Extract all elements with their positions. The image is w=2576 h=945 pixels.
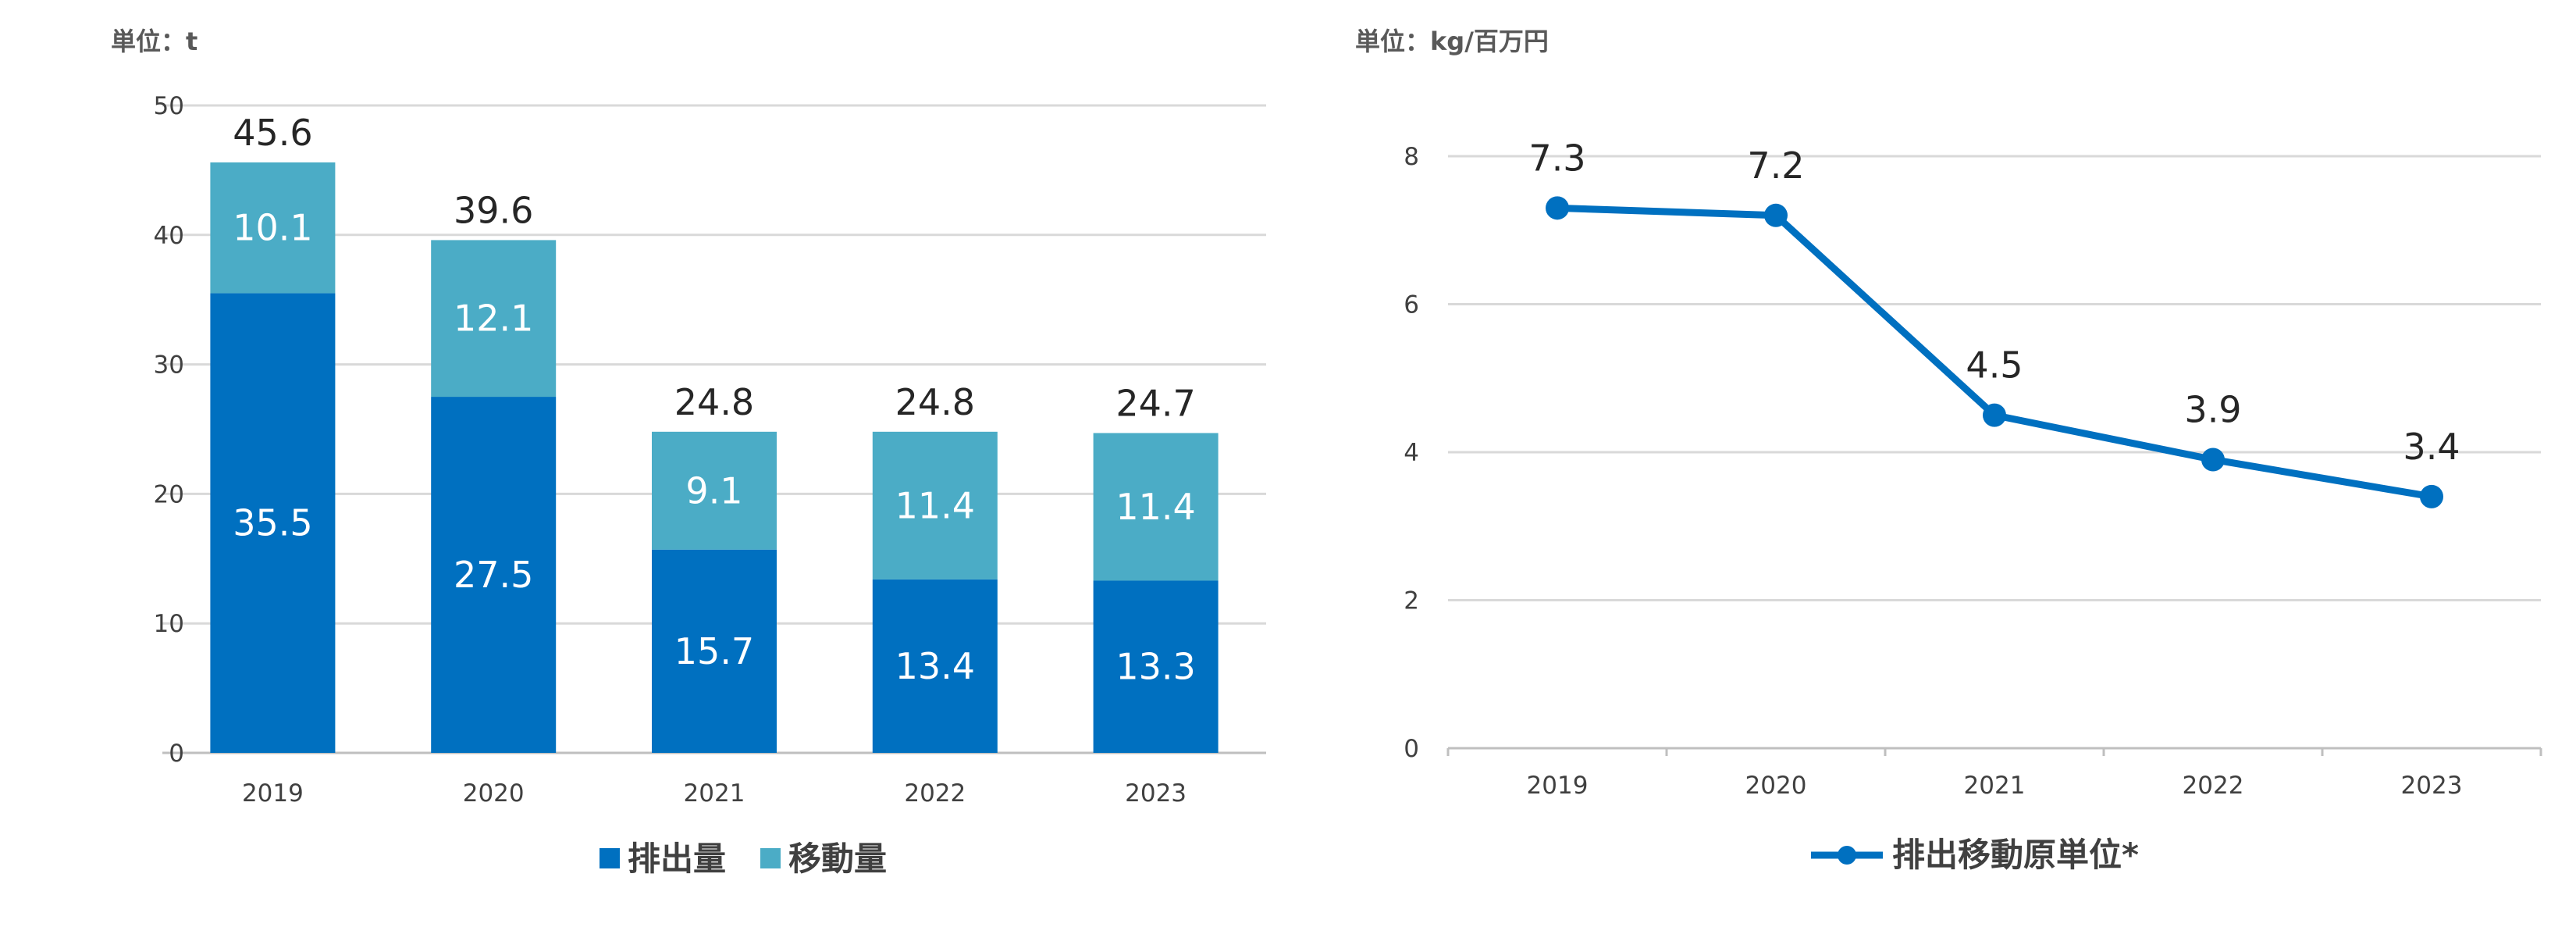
- bar-segment-emission: [652, 549, 777, 753]
- bar-chart-x-axis: 2019 2020 2021 2022 2023: [242, 779, 1187, 808]
- bar-y-tick-label: 50: [154, 92, 184, 120]
- line-data-label: 7.2: [1747, 144, 1804, 187]
- bar-x-tick-label: 2022: [904, 779, 966, 808]
- bar-y-tick-label: 40: [154, 222, 184, 250]
- line-data-label: 3.9: [2184, 388, 2241, 430]
- bar-segment-value-label: 15.7: [674, 630, 754, 672]
- legend-dot-marker: [1838, 846, 1856, 865]
- bar-chart-unit-label: 単位：t: [111, 27, 197, 56]
- bar-segment-value-label: 10.1: [233, 207, 312, 249]
- bar-segment-emission: [872, 579, 998, 753]
- bar-segment-transfer: [1093, 433, 1219, 581]
- line-y-tick-label: 8: [1404, 143, 1419, 171]
- bar-x-tick-label: 2021: [684, 779, 745, 808]
- line-data-label: 3.4: [2403, 426, 2460, 468]
- legend-swatch-emission: [600, 848, 620, 868]
- bar-segment-value-label: 13.4: [895, 645, 975, 687]
- bar-segment-value-label: 11.4: [1115, 486, 1195, 528]
- legend-label-intensity: 排出移動原単位*: [1892, 836, 2139, 874]
- line-chart-x-axis: 2019 2020 2021 2022 2023: [1446, 748, 2542, 800]
- line-chart-y-axis: 0 2 4 6 8: [1404, 143, 1419, 763]
- line-y-tick-label: 6: [1404, 291, 1419, 319]
- line-data-point: [1764, 203, 1788, 227]
- bar-segment-value-label: 9.1: [685, 469, 742, 512]
- bar-segment-transfer: [872, 431, 998, 579]
- line-chart: 単位：kg/百万円 0 2 4 6 8 7.3 7.2 4.5 3.9 3.4 2019 2020…: [1355, 27, 2542, 874]
- line-chart-unit-label: 単位：kg/百万円: [1355, 27, 1549, 56]
- bar-chart-legend: 排出量 移動量: [600, 840, 887, 878]
- bar-y-tick-label: 30: [154, 351, 184, 380]
- line-x-tick-label: 2020: [1745, 772, 1807, 800]
- line-data-point: [2201, 448, 2225, 472]
- bar-segment-value-label: 35.5: [233, 502, 312, 544]
- bar-y-tick-label: 10: [154, 610, 184, 638]
- bar-segment-transfer: [210, 162, 336, 294]
- legend-label-emission: 排出量: [628, 840, 726, 878]
- line-data-point: [1983, 403, 2006, 427]
- line-data-label: 7.3: [1528, 137, 1585, 179]
- bar-segment-value-label: 11.4: [895, 484, 975, 526]
- line-chart-grid: [1448, 155, 2541, 750]
- bar-total-label: 24.8: [674, 381, 754, 423]
- bar-chart: 単位：t 0 10 20 30 40 50 35.5 10.1 45.6 27.5 12.1 39.…: [111, 27, 1266, 878]
- bar-y-tick-label: 20: [154, 480, 184, 508]
- legend-swatch-transfer: [760, 848, 781, 868]
- bar-segment-value-label: 12.1: [454, 298, 533, 340]
- bar-segment-transfer: [431, 240, 557, 398]
- bar-x-tick-label: 2023: [1125, 779, 1187, 808]
- line-x-tick-label: 2022: [2183, 772, 2244, 800]
- line-x-tick-label: 2021: [1964, 772, 2026, 800]
- legend-label-transfer: 移動量: [788, 840, 887, 878]
- bar-total-label: 24.8: [895, 381, 975, 423]
- bar-x-tick-label: 2019: [242, 779, 304, 808]
- bar-segment-transfer: [652, 431, 777, 550]
- bar-segment-emission: [431, 397, 557, 753]
- line-chart-legend: 排出移動原単位*: [1811, 836, 2139, 874]
- line-data-point: [2420, 484, 2443, 508]
- line-chart-series: 7.3 7.2 4.5 3.9 3.4: [1528, 137, 2460, 508]
- bar-segment-emission: [210, 293, 336, 753]
- bar-total-label: 45.6: [233, 112, 312, 154]
- line-y-tick-label: 2: [1404, 587, 1419, 615]
- line-x-tick-label: 2023: [2401, 772, 2463, 800]
- bar-x-tick-label: 2020: [463, 779, 525, 808]
- bar-segment-value-label: 27.5: [454, 554, 533, 596]
- bar-total-label: 24.7: [1115, 382, 1195, 424]
- line-data-point: [1546, 196, 1569, 220]
- line-x-tick-label: 2019: [1527, 772, 1589, 800]
- bar-total-label: 39.6: [454, 189, 533, 231]
- bar-chart-bars: 35.5 10.1 45.6 27.5 12.1 39.6 15.7 9.1 24.8 13.4 1…: [210, 112, 1219, 753]
- bar-segment-value-label: 13.3: [1115, 646, 1195, 688]
- line-y-tick-label: 4: [1404, 439, 1419, 467]
- line-y-tick-label: 0: [1404, 735, 1419, 763]
- bar-segment-emission: [1093, 580, 1219, 753]
- bar-y-tick-label: 0: [169, 740, 184, 768]
- bar-chart-y-axis: 0 10 20 30 40 50: [154, 92, 184, 768]
- line-data-label: 4.5: [1966, 344, 2023, 387]
